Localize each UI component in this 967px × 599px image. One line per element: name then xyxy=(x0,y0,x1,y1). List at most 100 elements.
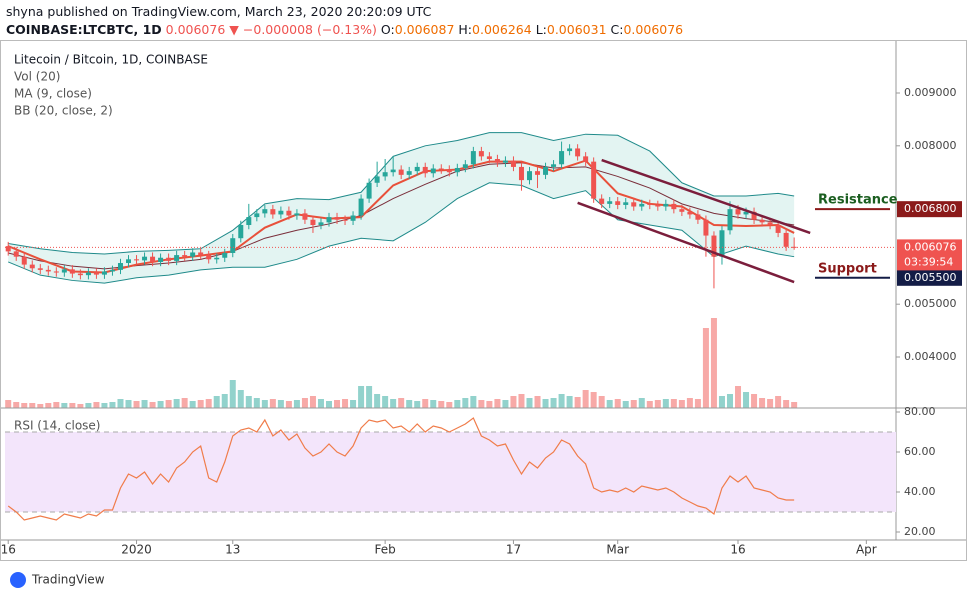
countdown: 03:39:54 xyxy=(904,255,953,268)
volume-bar xyxy=(783,400,790,408)
candle-body xyxy=(438,168,444,170)
volume-bar xyxy=(45,403,52,408)
candle-body xyxy=(45,269,51,272)
volume-bar xyxy=(29,403,36,408)
volume-bar xyxy=(285,401,292,408)
volume-bar xyxy=(101,403,108,408)
candle-body xyxy=(142,256,148,261)
volume-bar xyxy=(149,402,156,408)
candle-body xyxy=(526,171,532,181)
candle-body xyxy=(101,271,107,275)
rsi-tick-label: 80.00 xyxy=(904,405,936,418)
arrow: ▼ xyxy=(229,22,239,37)
x-tick-label: 17 xyxy=(506,543,521,557)
candle-body xyxy=(182,255,188,257)
volume-bar xyxy=(366,386,373,408)
candle-body xyxy=(551,164,557,167)
candle-body xyxy=(150,256,156,262)
volume-bar xyxy=(775,396,782,408)
candle-body xyxy=(543,166,549,175)
volume-bar xyxy=(614,399,621,408)
volume-bar xyxy=(398,398,405,408)
volume-bar xyxy=(61,403,68,408)
volume-bar xyxy=(245,396,252,408)
candle-body xyxy=(462,164,468,168)
x-tick-label: Feb xyxy=(375,543,396,557)
quote-label: L: xyxy=(535,22,547,37)
quote-label: C: xyxy=(610,22,624,37)
volume-bar xyxy=(534,396,541,408)
candle-body xyxy=(374,176,380,183)
candle-body xyxy=(93,272,99,275)
volume-bar xyxy=(382,396,389,408)
volume-bar xyxy=(85,403,92,408)
candle-body xyxy=(639,203,645,207)
candle-body xyxy=(478,151,484,157)
quote-label: H: xyxy=(458,22,473,37)
volume-bar xyxy=(317,399,324,408)
candle-body xyxy=(655,204,661,207)
volume-bar xyxy=(630,400,637,408)
quote-value: 0.006031 xyxy=(546,22,607,37)
volume-bar xyxy=(726,394,733,408)
volume-bar xyxy=(566,396,573,408)
candle-body xyxy=(575,148,581,157)
bb-basis xyxy=(8,162,795,270)
candle-body xyxy=(663,203,669,207)
candle-body xyxy=(502,160,508,163)
brand: TradingView xyxy=(31,573,105,587)
volume-bar xyxy=(414,401,421,408)
candle-body xyxy=(559,151,565,165)
candle-body xyxy=(687,211,693,215)
candle-body xyxy=(310,219,316,226)
candle-body xyxy=(109,269,115,272)
volume-bar xyxy=(21,403,28,408)
level-name: Resistance xyxy=(818,193,898,208)
volume-bar xyxy=(574,397,581,408)
x-tick-label: 16 xyxy=(730,543,745,557)
candle-body xyxy=(422,166,428,174)
candle-body xyxy=(278,210,284,215)
volume-bar xyxy=(558,394,565,408)
volume-bar xyxy=(189,401,196,408)
publisher-line: shyna published on TradingView.com, Marc… xyxy=(6,4,432,19)
candle-body xyxy=(206,255,212,260)
price-tag xyxy=(897,201,962,218)
candle-body xyxy=(695,214,701,220)
volume-bar xyxy=(662,399,669,408)
volume-bar xyxy=(438,401,445,408)
volume-bar xyxy=(694,399,701,408)
volume-bar xyxy=(550,398,557,408)
y-tick-label: 0.005000 xyxy=(904,297,957,310)
candle-body xyxy=(535,171,541,175)
candle-body xyxy=(174,255,180,261)
volume-bar xyxy=(430,400,437,408)
candle-body xyxy=(486,156,492,160)
candle-body xyxy=(567,148,573,152)
trend-line xyxy=(601,158,811,235)
candle-body xyxy=(214,257,220,260)
candle-body xyxy=(679,209,685,212)
candle-body xyxy=(414,166,420,172)
volume-bar xyxy=(77,404,84,408)
candle-body xyxy=(126,259,132,264)
candle-body xyxy=(158,257,164,262)
price-tag-label: 0.006076 xyxy=(904,240,957,253)
candle-body xyxy=(326,217,332,223)
volume-bar xyxy=(542,399,549,408)
volume-bar xyxy=(181,398,188,408)
candle-body xyxy=(470,151,476,165)
candle-body xyxy=(390,169,396,173)
candle-body xyxy=(727,209,733,231)
candle-body xyxy=(446,169,452,173)
candle-body xyxy=(719,230,725,257)
volume-bar xyxy=(53,402,60,408)
candle-body xyxy=(615,201,621,205)
indicator-label: Vol (20) xyxy=(14,70,60,84)
candle-body xyxy=(13,251,19,257)
volume-bar xyxy=(309,396,316,408)
candle-body xyxy=(647,203,653,205)
volume-bar xyxy=(237,390,244,408)
candle-body xyxy=(77,273,83,276)
candle-body xyxy=(270,209,276,215)
